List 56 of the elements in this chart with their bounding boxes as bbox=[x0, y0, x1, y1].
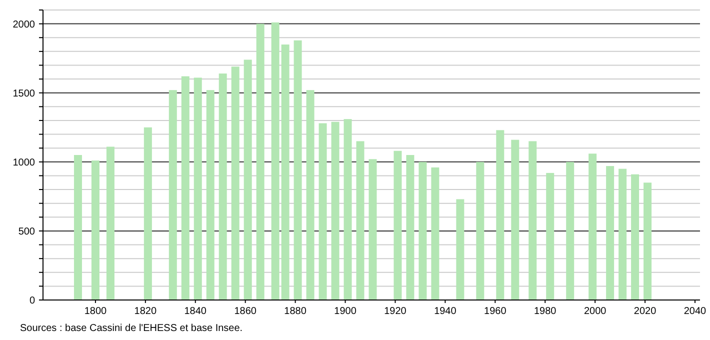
bar bbox=[91, 160, 100, 300]
source-note: Sources : base Cassini de l'EHESS et base Insee. bbox=[20, 323, 243, 334]
bar bbox=[218, 74, 227, 300]
bar bbox=[456, 199, 464, 300]
bar bbox=[256, 24, 264, 300]
x-tick-label: 1840 bbox=[184, 306, 207, 317]
y-tick-label: 500 bbox=[18, 226, 36, 238]
x-tick-label: 2000 bbox=[584, 306, 607, 317]
x-tick-label: 1860 bbox=[234, 306, 257, 317]
bar bbox=[106, 146, 114, 300]
y-tick-label: 1500 bbox=[12, 88, 36, 100]
x-tick-label: 1880 bbox=[284, 306, 307, 317]
bar bbox=[271, 22, 280, 300]
bar bbox=[418, 162, 427, 300]
bar bbox=[368, 159, 377, 300]
bar bbox=[511, 140, 520, 300]
x-tick-label: 1800 bbox=[84, 306, 108, 317]
x-tick-label: 1820 bbox=[134, 306, 157, 317]
bar bbox=[476, 162, 484, 300]
bar bbox=[644, 182, 652, 300]
bar bbox=[566, 162, 574, 300]
bar bbox=[74, 155, 82, 300]
y-tick-label: 2000 bbox=[12, 19, 36, 30]
bar bbox=[318, 123, 327, 300]
y-tick-label: 0 bbox=[29, 296, 36, 306]
bar bbox=[394, 150, 402, 300]
bar bbox=[631, 174, 640, 300]
bar bbox=[244, 60, 252, 300]
bar bbox=[588, 154, 597, 300]
bar bbox=[194, 78, 202, 300]
bar bbox=[606, 166, 614, 300]
bar bbox=[331, 122, 340, 300]
bar bbox=[406, 155, 414, 300]
bar bbox=[344, 119, 352, 300]
x-tick-label: 1920 bbox=[384, 306, 407, 317]
y-tick-label: 1000 bbox=[12, 157, 36, 168]
bar bbox=[168, 90, 177, 300]
bar bbox=[144, 127, 152, 300]
bar bbox=[281, 44, 290, 300]
bar bbox=[618, 168, 627, 300]
bar bbox=[431, 167, 440, 300]
bar bbox=[306, 90, 314, 300]
x-tick-label: 2040 bbox=[684, 306, 707, 317]
x-tick-label: 1960 bbox=[484, 306, 507, 317]
bar bbox=[528, 141, 537, 300]
bar bbox=[181, 76, 190, 300]
x-tick-label: 2020 bbox=[634, 306, 657, 317]
x-tick-label: 1940 bbox=[434, 306, 457, 317]
bar bbox=[294, 40, 302, 300]
bar bbox=[496, 130, 504, 300]
bar bbox=[546, 172, 554, 300]
x-tick-label: 1900 bbox=[334, 306, 357, 317]
bar bbox=[356, 141, 364, 300]
bar bbox=[231, 66, 240, 300]
bar bbox=[206, 90, 214, 300]
x-tick-label: 1980 bbox=[534, 306, 557, 317]
